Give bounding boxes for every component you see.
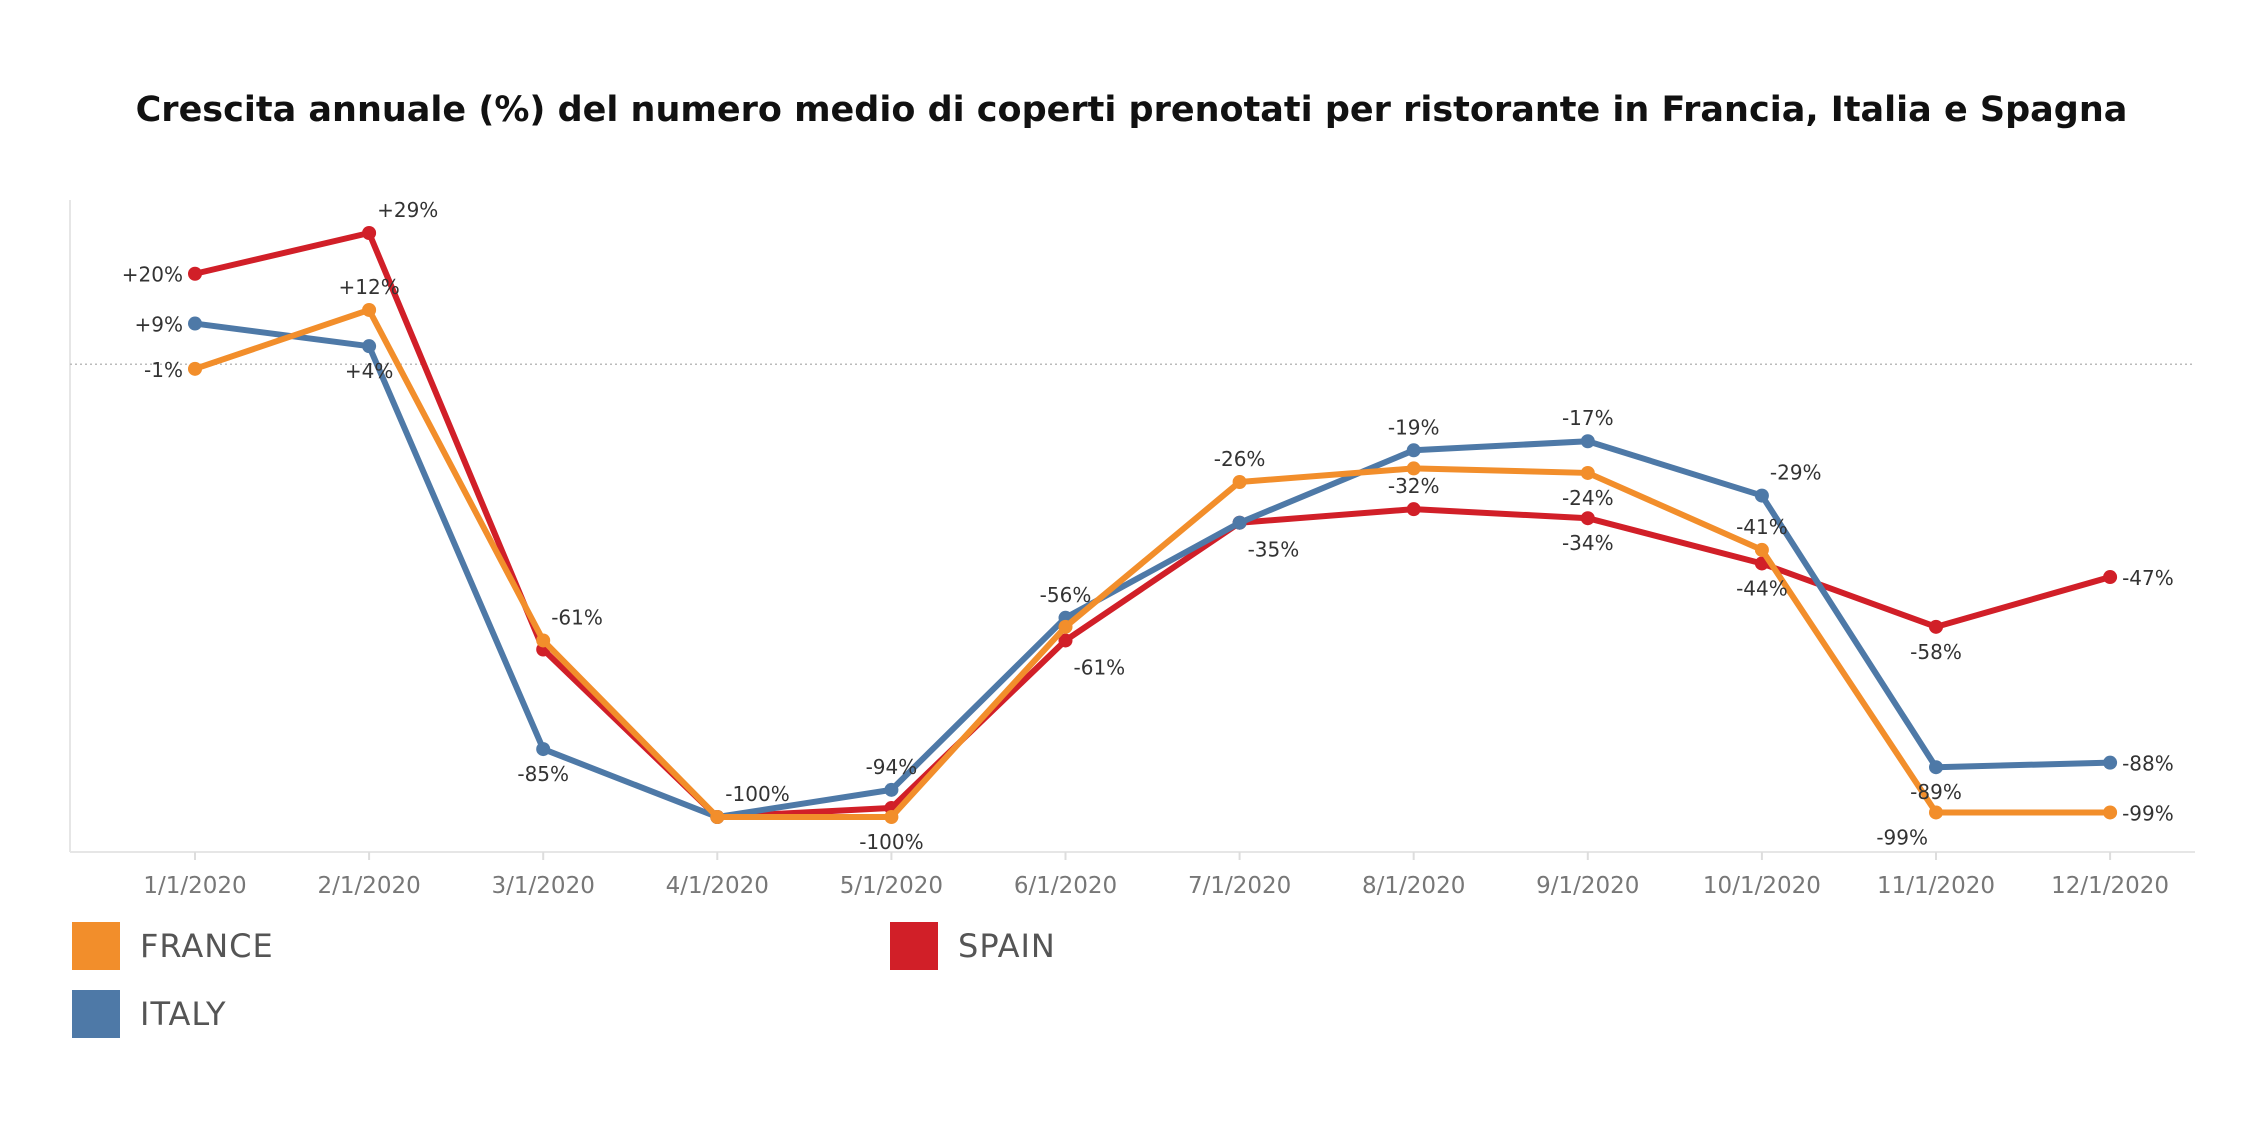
chart-title: Crescita annuale (%) del numero medio di… [135,90,2128,130]
data-label-spain: -32% [1388,474,1440,498]
data-label-spain: -47% [2122,566,2174,590]
x-tick-label: 8/1/2020 [1362,873,1465,899]
data-point-spain [1929,619,1943,634]
data-label-france: -1% [144,358,183,382]
data-point-spain [188,266,202,281]
data-point-italy [362,339,377,354]
x-tick-label: 2/1/2020 [317,873,420,899]
data-label-france: -61% [551,605,603,629]
data-point-france [536,633,551,648]
data-point-france [1058,619,1073,634]
data-label-italy: -19% [1388,415,1440,439]
data-point-italy [1754,488,1769,503]
data-label-italy: -85% [517,762,569,786]
legend-label-france: FRANCE [140,927,274,965]
data-label-italy: +9% [135,313,184,337]
data-point-spain [1406,502,1421,517]
data-point-france [884,810,899,824]
data-label-italy: -94% [866,755,918,779]
x-tick-label: 12/1/2020 [2051,873,2169,899]
data-point-france [188,361,202,376]
data-point-italy [1929,760,1943,775]
data-point-france [710,810,725,824]
data-point-italy [2103,755,2118,770]
legend-item-italy[interactable]: ITALY [72,990,227,1038]
data-label-italy: -17% [1562,406,1614,430]
x-tick-label: 9/1/2020 [1536,873,1639,899]
data-point-france [362,302,377,317]
data-label-italy: -56% [1040,583,1092,607]
data-label-spain: -44% [1736,576,1788,600]
legend-swatch-spain [890,922,938,970]
data-label-italy: -88% [2122,752,2174,776]
data-point-france [1754,542,1769,557]
data-label-spain: -34% [1562,531,1614,555]
data-point-france [1929,805,1943,820]
data-label-france: +12% [338,275,399,299]
data-point-france [1232,474,1247,489]
data-point-italy [536,742,551,757]
legend-swatch-france [72,922,120,970]
legend-label-spain: SPAIN [958,927,1056,965]
data-point-spain [1580,511,1595,526]
legend-item-france[interactable]: FRANCE [72,922,274,970]
x-tick-label: 5/1/2020 [840,873,943,899]
data-point-italy [884,782,899,797]
data-label-france: -99% [1876,825,1928,849]
data-point-france [2103,805,2118,820]
data-point-spain [1058,633,1073,648]
data-point-italy [188,316,202,331]
data-label-france: -26% [1214,447,1266,471]
data-point-italy [1406,443,1421,458]
data-point-spain [362,226,377,240]
data-point-france [1580,465,1595,480]
data-label-france: -99% [2122,801,2174,825]
data-label-spain: -35% [1248,538,1300,562]
series-line-france [194,306,2111,820]
data-label-france: -24% [1562,486,1614,510]
x-tick-label: 10/1/2020 [1703,873,1821,899]
data-point-france [1406,461,1421,476]
data-label-spain: +29% [377,198,438,222]
data-point-spain [2103,570,2118,585]
x-tick-label: 1/1/2020 [143,873,246,899]
data-label-france: -100% [859,830,923,854]
legend-label-italy: ITALY [140,995,227,1033]
data-label-spain: +20% [122,263,183,287]
data-label-italy: +4% [345,359,394,383]
data-label-italy: -100% [725,782,789,806]
x-tick-label: 6/1/2020 [1014,873,1117,899]
data-label-spain: -61% [1074,655,1126,679]
data-point-italy [1580,434,1595,449]
data-label-spain: -58% [1910,640,1962,664]
series-line-italy [194,320,2111,820]
x-tick-label: 7/1/2020 [1188,873,1291,899]
x-tick-label: 11/1/2020 [1877,873,1995,899]
data-label-italy: -29% [1770,461,1822,485]
data-label-france: -41% [1736,515,1788,539]
legend-swatch-italy [72,990,120,1038]
legend-item-spain[interactable]: SPAIN [890,922,1056,970]
x-tick-label: 3/1/2020 [492,873,595,899]
x-tick-label: 4/1/2020 [666,873,769,899]
data-label-italy: -89% [1910,780,1962,804]
data-point-italy [1232,515,1247,530]
